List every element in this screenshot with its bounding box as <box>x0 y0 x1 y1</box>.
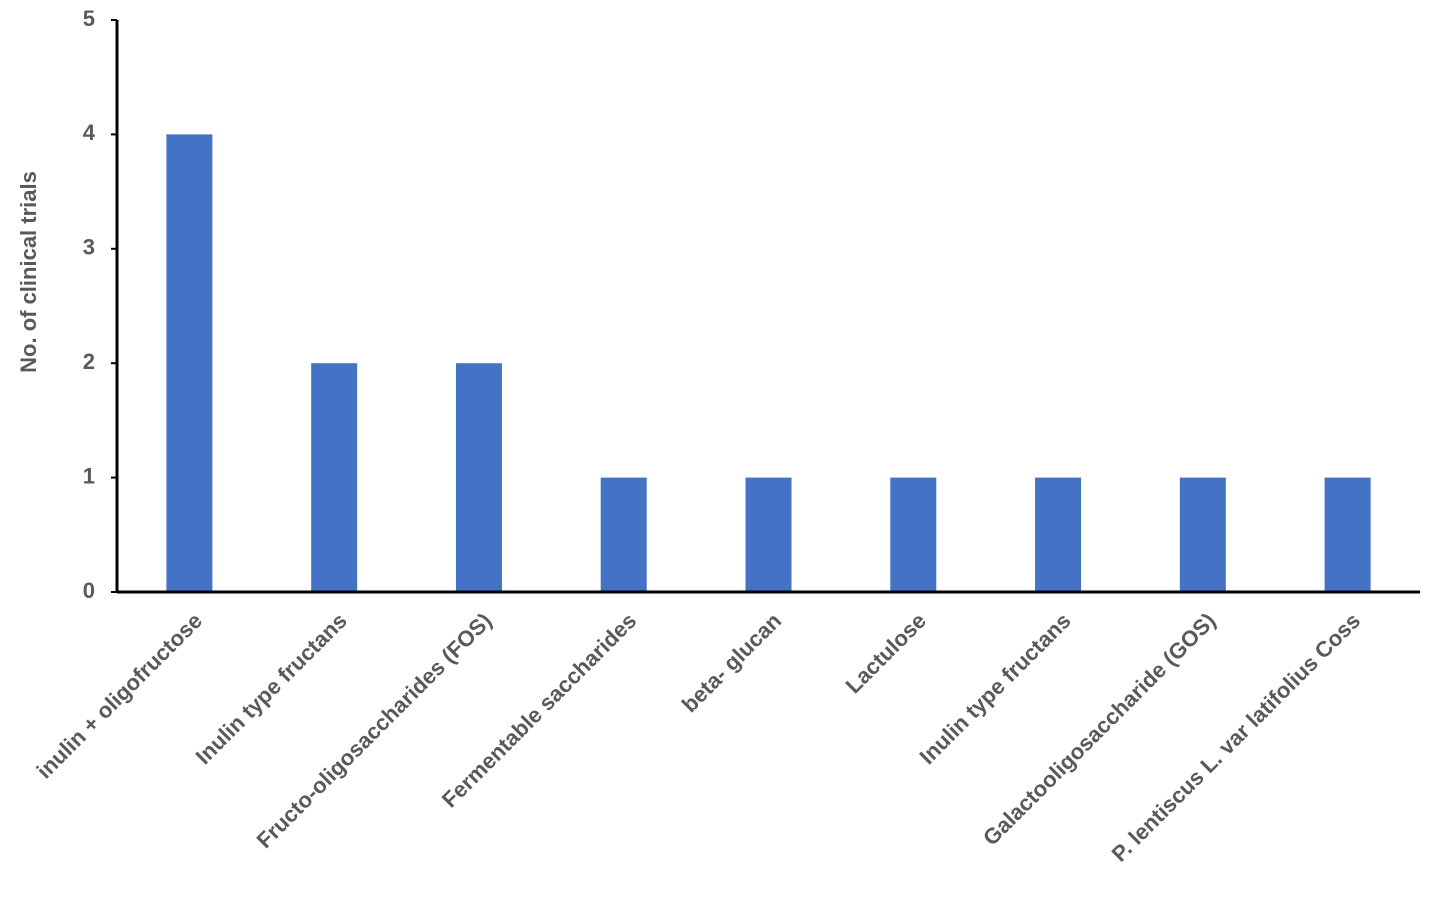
y-tick-label: 0 <box>83 578 95 603</box>
x-tick-label: beta- glucan <box>677 608 786 717</box>
bar <box>455 363 502 592</box>
bar <box>1324 477 1371 592</box>
y-tick-label: 2 <box>83 349 95 374</box>
x-tick-label: Inulin type fructans <box>915 608 1076 769</box>
y-tick-label: 4 <box>83 120 96 145</box>
bar <box>890 477 937 592</box>
x-tick-label: Fructo-oligosaccharides (FOS) <box>252 608 497 853</box>
x-tick-label: inulin + oligofructose <box>32 608 207 783</box>
y-axis-title: No. of clinical trials <box>16 171 41 373</box>
y-tick-label: 1 <box>83 463 95 488</box>
bar <box>1179 477 1226 592</box>
x-tick-label: Lactulose <box>841 608 931 698</box>
y-tick-label: 5 <box>83 6 95 31</box>
x-tick-label: Inulin type fructans <box>191 608 352 769</box>
bar <box>1035 477 1082 592</box>
y-tick-label: 3 <box>83 235 95 260</box>
x-tick-label: Galactooligosaccharide (GOS) <box>978 608 1220 850</box>
x-tick-label: P. lentiscus L. var latifolius Coss <box>1107 608 1366 867</box>
bar <box>166 134 213 592</box>
bar <box>745 477 792 592</box>
bar <box>311 363 358 592</box>
bar <box>600 477 647 592</box>
